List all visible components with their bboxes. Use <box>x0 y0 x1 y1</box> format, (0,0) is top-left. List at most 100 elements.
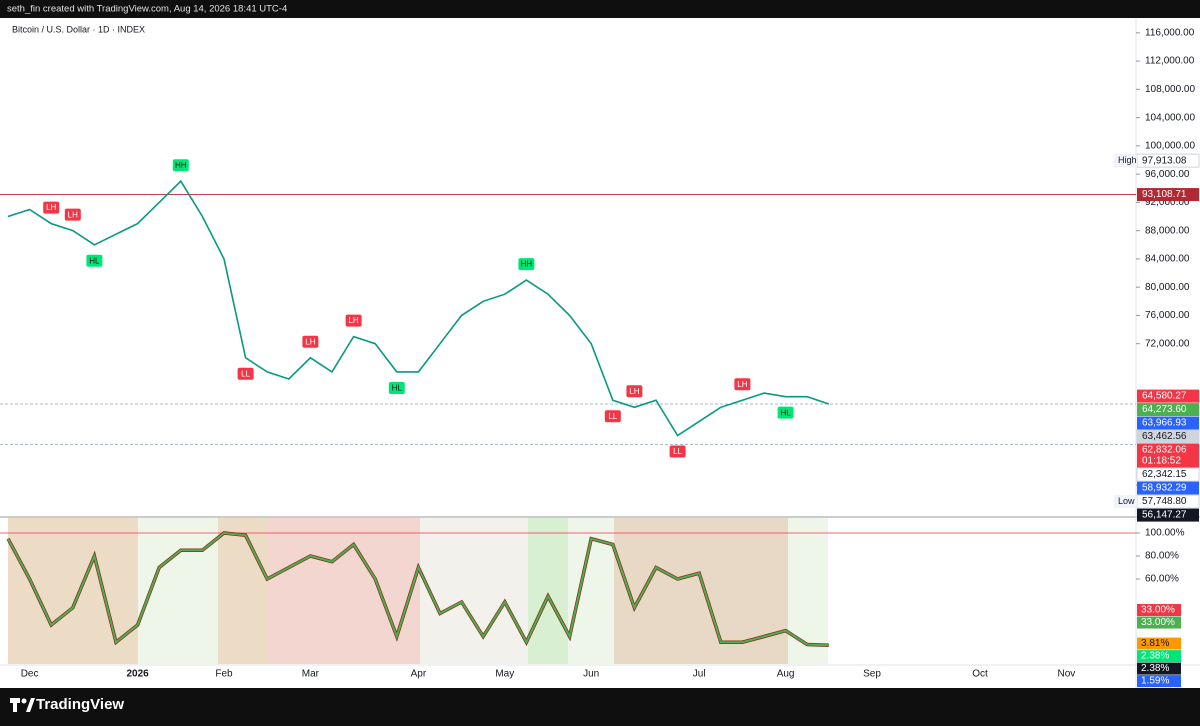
y-tick-label: 92,000.00 <box>1145 197 1190 208</box>
pivot-badge <box>302 335 319 348</box>
pivot-label: HL <box>89 256 100 265</box>
attribution: seth_fin created with TradingView.com, A… <box>7 4 287 15</box>
countdown: 01:18:52 <box>1142 456 1181 467</box>
osc-tick-label: 60.00% <box>1145 574 1179 585</box>
osc-tag-label: 2.38% <box>1141 651 1169 662</box>
pivot-label: HL <box>392 384 403 393</box>
price-tag-prefix: Low <box>1118 496 1135 506</box>
price-tag <box>1137 481 1199 495</box>
price-tag-label: 93,108.71 <box>1142 189 1187 200</box>
price-tag <box>1137 416 1199 430</box>
prefix-box <box>1114 154 1137 168</box>
x-tick-label: Oct <box>972 669 988 680</box>
price-tag-label: 63,462.56 <box>1142 431 1187 442</box>
footer-bar <box>0 688 1200 726</box>
y-tick-label: 76,000.00 <box>1145 310 1190 321</box>
x-tick-label: May <box>495 669 514 680</box>
price-tag-label: 58,932.29 <box>1142 483 1187 494</box>
pivot-label: LH <box>305 337 315 346</box>
price-tag-label: 63,966.93 <box>1142 418 1187 429</box>
y-tick-label: 108,000.00 <box>1145 84 1195 95</box>
prefix-box <box>1114 495 1137 509</box>
osc-tag-label: 33.00% <box>1141 605 1175 616</box>
osc-tick-label: 80.00% <box>1145 551 1179 562</box>
pivot-badge <box>734 378 751 391</box>
brand-name: TradingView <box>36 696 124 713</box>
osc-tag <box>1137 604 1181 617</box>
x-tick-label: Feb <box>215 669 233 680</box>
price-line <box>7 179 830 437</box>
price-tag-prefix: High <box>1118 155 1137 165</box>
pivot-badge <box>86 254 103 267</box>
pivot-badge <box>669 445 686 458</box>
price-tag-label: 62,832.06 <box>1142 445 1187 456</box>
pivot-badge <box>604 410 621 423</box>
osc-tag-label: 2.38% <box>1141 663 1169 674</box>
pivot-label: LH <box>68 210 78 219</box>
y-tick-label: 112,000.00 <box>1145 56 1195 67</box>
pivot-label: LH <box>46 203 56 212</box>
osc-tag <box>1137 616 1181 629</box>
x-tick-label: Aug <box>777 669 795 680</box>
y-tick-label: 72,000.00 <box>1145 338 1190 349</box>
x-tick-label: Sep <box>863 669 881 680</box>
osc-tag <box>1137 675 1181 688</box>
price-tag <box>1137 443 1199 468</box>
price-tag <box>1137 389 1199 403</box>
pivot-badge <box>64 208 81 221</box>
osc-tag <box>1137 662 1181 675</box>
x-tick-label: Dec <box>21 669 39 680</box>
y-tick-label: 80,000.00 <box>1145 282 1190 293</box>
osc-tag-label: 3.81% <box>1141 638 1169 649</box>
symbol-label: Bitcoin / U.S. Dollar · 1D · INDEX <box>12 24 145 34</box>
price-tag <box>1137 188 1199 202</box>
osc-tick-label: 100.00% <box>1145 528 1185 539</box>
pivot-label: LL <box>608 412 617 421</box>
pivot-badge <box>777 406 794 419</box>
price-tag <box>1137 403 1199 417</box>
pivot-badge <box>345 314 362 327</box>
y-tick-label: 88,000.00 <box>1145 225 1190 236</box>
y-tick-label: 104,000.00 <box>1145 112 1195 123</box>
pivot-badge <box>518 258 535 271</box>
pivot-label: LL <box>673 447 682 456</box>
y-tick-label: 84,000.00 <box>1145 254 1190 265</box>
pivot-label: LH <box>737 380 747 389</box>
price-tag <box>1136 429 1200 444</box>
pivot-badge <box>388 381 405 394</box>
oscillator-line <box>7 531 829 647</box>
pivot-label: LL <box>241 369 250 378</box>
brand-logo <box>10 698 35 712</box>
x-tick-label: Apr <box>411 669 427 680</box>
price-tag <box>1137 508 1199 522</box>
pivot-label: LH <box>629 387 639 396</box>
price-tag <box>1136 467 1200 482</box>
price-tag-label: 64,273.60 <box>1142 404 1187 415</box>
y-tick-label: 96,000.00 <box>1145 169 1190 180</box>
x-tick-label: Jul <box>693 669 706 680</box>
x-tick-label: Mar <box>302 669 320 680</box>
x-tick-label: Nov <box>1058 669 1076 680</box>
price-tag-label: 64,580.27 <box>1142 391 1187 402</box>
price-tag-label: 62,342.15 <box>1142 469 1187 480</box>
header-bar <box>0 0 1200 18</box>
pivot-label: LH <box>348 316 358 325</box>
osc-tag <box>1137 637 1181 650</box>
osc-tag-label: 1.59% <box>1141 676 1169 687</box>
osc-tag-label: 33.00% <box>1141 617 1175 628</box>
pivot-badge <box>172 159 189 172</box>
price-tag-label: 57,748.80 <box>1142 496 1187 507</box>
y-tick-label: 116,000.00 <box>1145 27 1195 38</box>
pivot-label: HH <box>521 260 533 269</box>
pivot-badge <box>237 367 254 380</box>
x-tick-label: 2026 <box>126 669 149 680</box>
pivot-label: HL <box>780 408 791 417</box>
y-tick-label: 100,000.00 <box>1145 141 1195 152</box>
price-tag-label: 56,147.27 <box>1142 510 1187 521</box>
pivot-badge <box>43 201 60 214</box>
x-tick-label: Jun <box>583 669 599 680</box>
pivot-badge <box>626 385 643 398</box>
osc-tag <box>1137 650 1181 663</box>
pivot-label: HH <box>175 161 187 170</box>
